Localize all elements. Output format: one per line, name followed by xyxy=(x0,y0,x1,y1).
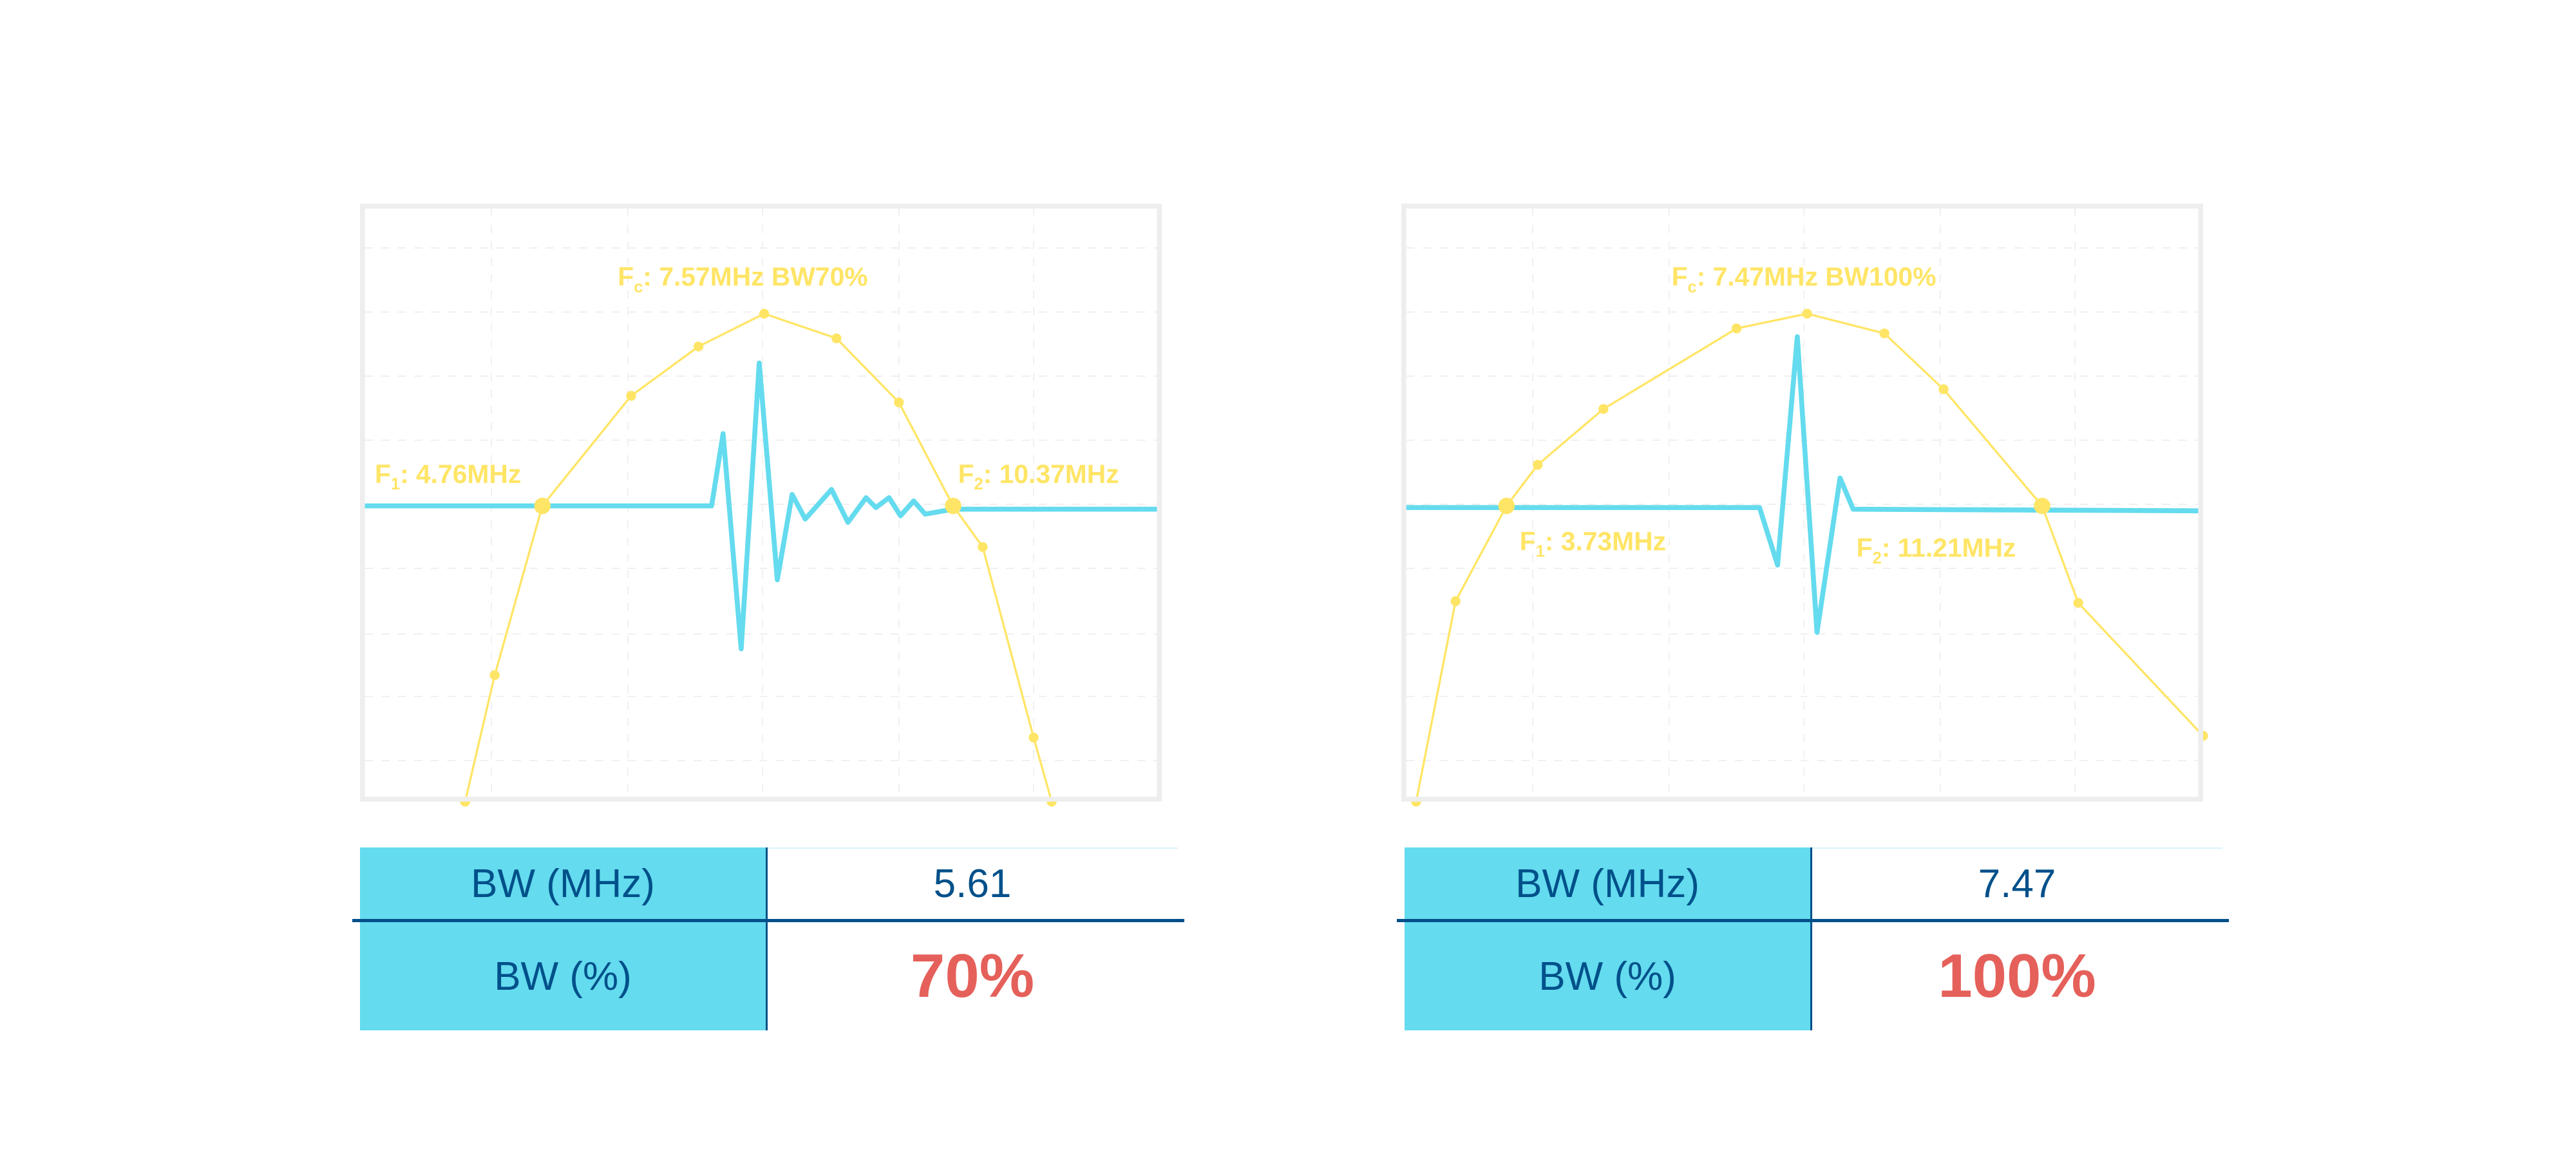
spectrum-point xyxy=(1731,323,1742,334)
chart-frame xyxy=(1401,203,2203,802)
row-label-bw-percent: BW (%) xyxy=(360,922,766,1030)
spectrum-point xyxy=(489,670,500,681)
cutoff-point xyxy=(945,497,961,515)
label-f2: F2: 10.37MHz xyxy=(958,459,1119,493)
row-value-bw-percent: 100% xyxy=(1938,941,2096,1010)
spectrum-line xyxy=(464,312,1053,802)
row-value-bw-mhz: 5.61 xyxy=(933,862,1012,906)
spectrum-point xyxy=(626,391,636,401)
row-label-bw-mhz: BW (MHz) xyxy=(360,847,766,920)
column-divider xyxy=(766,847,768,1030)
label-fc: Fc: 7.47MHz BW100% xyxy=(1672,262,1937,296)
spectrum-point xyxy=(693,341,704,352)
cutoff-point xyxy=(534,497,551,515)
spectrum-point xyxy=(1450,596,1461,607)
table-top-line xyxy=(1405,847,2222,849)
spectrum-line xyxy=(1415,312,2204,802)
spectrum-point xyxy=(1879,328,1889,339)
chart-frame xyxy=(360,203,1162,802)
spectrum-point xyxy=(831,333,842,344)
spectrum-point xyxy=(978,542,988,553)
chart-right-svg: Fc: 7.47MHz BW100% F1: 3.73MHz F2: 11.21MH… xyxy=(1401,203,2208,807)
row-value-bw-mhz: 7.47 xyxy=(1978,862,2056,906)
bandwidth-table-left: BW (MHz) 5.61 BW (%) 70% xyxy=(352,847,1184,1030)
spectrum-point xyxy=(894,397,904,408)
spectrum-point xyxy=(1938,384,1949,395)
row-divider xyxy=(352,919,1184,922)
cutoff-point xyxy=(2034,497,2050,515)
spectrum-point xyxy=(1598,404,1609,414)
row-label-bw-mhz: BW (MHz) xyxy=(1405,847,1810,920)
row-label-bw-percent: BW (%) xyxy=(1405,922,1810,1030)
row-value-bw-percent: 70% xyxy=(910,941,1035,1010)
bandwidth-table-right: BW (MHz) 7.47 BW (%) 100% xyxy=(1397,847,2229,1030)
spectrum-point xyxy=(759,308,770,319)
label-f1: F1: 4.76MHz xyxy=(375,459,521,493)
spectrum-point xyxy=(1533,460,1543,470)
label-f1: F1: 3.73MHz xyxy=(1520,526,1666,560)
table-top-line xyxy=(360,847,1178,849)
column-divider xyxy=(1810,847,1812,1030)
label-f2: F2: 11.21MHz xyxy=(1857,533,2016,567)
chart-right: Fc: 7.47MHz BW100% F1: 3.73MHz F2: 11.21MH… xyxy=(1401,203,2208,807)
label-fc: Fc: 7.57MHz BW70% xyxy=(618,262,867,296)
chart-left: Fc: 7.57MHz BW70% F1: 4.76MHz F2: 10.37MHz xyxy=(360,203,1162,807)
spectrum-point xyxy=(2073,598,2083,608)
row-divider xyxy=(1397,919,2229,922)
spectrum-point xyxy=(1802,308,1812,319)
cutoff-point xyxy=(1498,497,1515,515)
pulse-waveform-line xyxy=(363,360,1159,652)
chart-left-svg: Fc: 7.57MHz BW70% F1: 4.76MHz F2: 10.37MHz xyxy=(360,203,1162,807)
pulse-waveform-line xyxy=(1405,334,2200,635)
spectrum-point xyxy=(1028,732,1039,743)
